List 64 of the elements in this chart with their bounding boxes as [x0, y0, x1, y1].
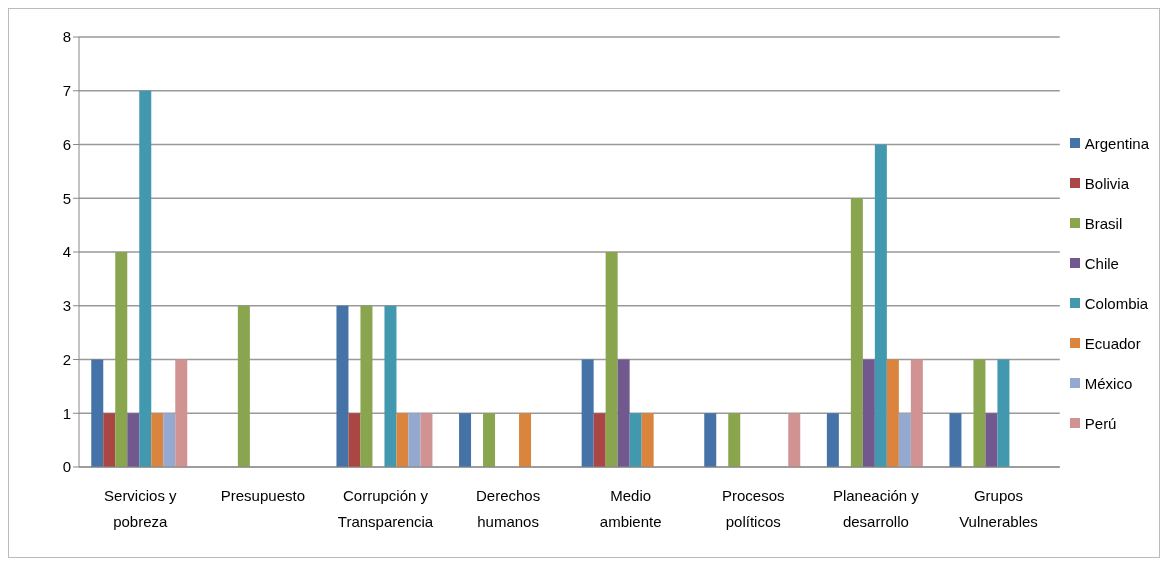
bar: [605, 252, 618, 467]
bar: [862, 359, 875, 467]
legend-label: México: [1084, 374, 1133, 392]
legend-label: Ecuador: [1084, 334, 1141, 352]
x-tick-label: Corrupción y Transparencia: [337, 487, 434, 530]
bar: [519, 413, 532, 467]
bar: [384, 305, 397, 467]
bar: [396, 413, 409, 467]
legend-label: Brasil: [1084, 214, 1123, 232]
legend-label: Argentina: [1084, 134, 1149, 152]
bar: [336, 305, 349, 467]
bar: [704, 413, 717, 467]
bar: [420, 413, 433, 467]
legend-label: Colombia: [1084, 294, 1149, 312]
bar: [850, 198, 863, 467]
bar: [728, 413, 741, 467]
bar: [459, 413, 472, 467]
y-tick-label: 2: [62, 350, 71, 368]
legend-label: Perú: [1084, 414, 1117, 432]
x-tick-label: Grupos Vulnerables: [959, 487, 1038, 530]
bar: [788, 413, 801, 467]
y-tick-label: 6: [62, 135, 71, 153]
x-tick-label: Servicios y pobreza: [104, 487, 178, 530]
bar: [826, 413, 839, 467]
bar: [949, 413, 962, 467]
bar: [593, 413, 606, 467]
y-tick-label: 4: [62, 243, 71, 261]
bar: [163, 413, 176, 467]
bar: [886, 359, 899, 467]
bar: [617, 359, 630, 467]
y-tick-label: 5: [62, 189, 71, 207]
y-tick-label: 0: [62, 458, 71, 476]
bar: [115, 252, 128, 467]
y-tick-label: 1: [62, 404, 71, 422]
bar: [483, 413, 496, 467]
bar: [91, 359, 104, 467]
bar: [175, 359, 188, 467]
x-tick-label: Planeación y desarrollo: [832, 487, 920, 530]
x-tick-label: Procesos políticos: [722, 487, 785, 530]
bar: [629, 413, 642, 467]
bar: [997, 359, 1010, 467]
bar: [348, 413, 361, 467]
bar: [581, 359, 594, 467]
bar: [237, 305, 250, 467]
bar: [874, 144, 887, 467]
x-tick-label: Medio ambiente: [599, 487, 662, 530]
bar: [985, 413, 998, 467]
bar: [973, 359, 986, 467]
bar: [127, 413, 140, 467]
bar: [151, 413, 164, 467]
bar: [360, 305, 373, 467]
y-tick-label: 3: [62, 297, 71, 315]
bar: [641, 413, 654, 467]
legend-label: Chile: [1084, 254, 1119, 272]
bar: [898, 413, 911, 467]
bar: [103, 413, 116, 467]
y-tick-label: 8: [62, 28, 71, 46]
x-tick-label: Presupuesto: [220, 487, 306, 504]
bar: [139, 90, 152, 467]
x-tick-label: Derechos humanos: [475, 487, 541, 530]
bar: [910, 359, 923, 467]
bar: [408, 413, 421, 467]
y-tick-label: 7: [62, 82, 71, 100]
legend-label: Bolivia: [1084, 174, 1129, 192]
